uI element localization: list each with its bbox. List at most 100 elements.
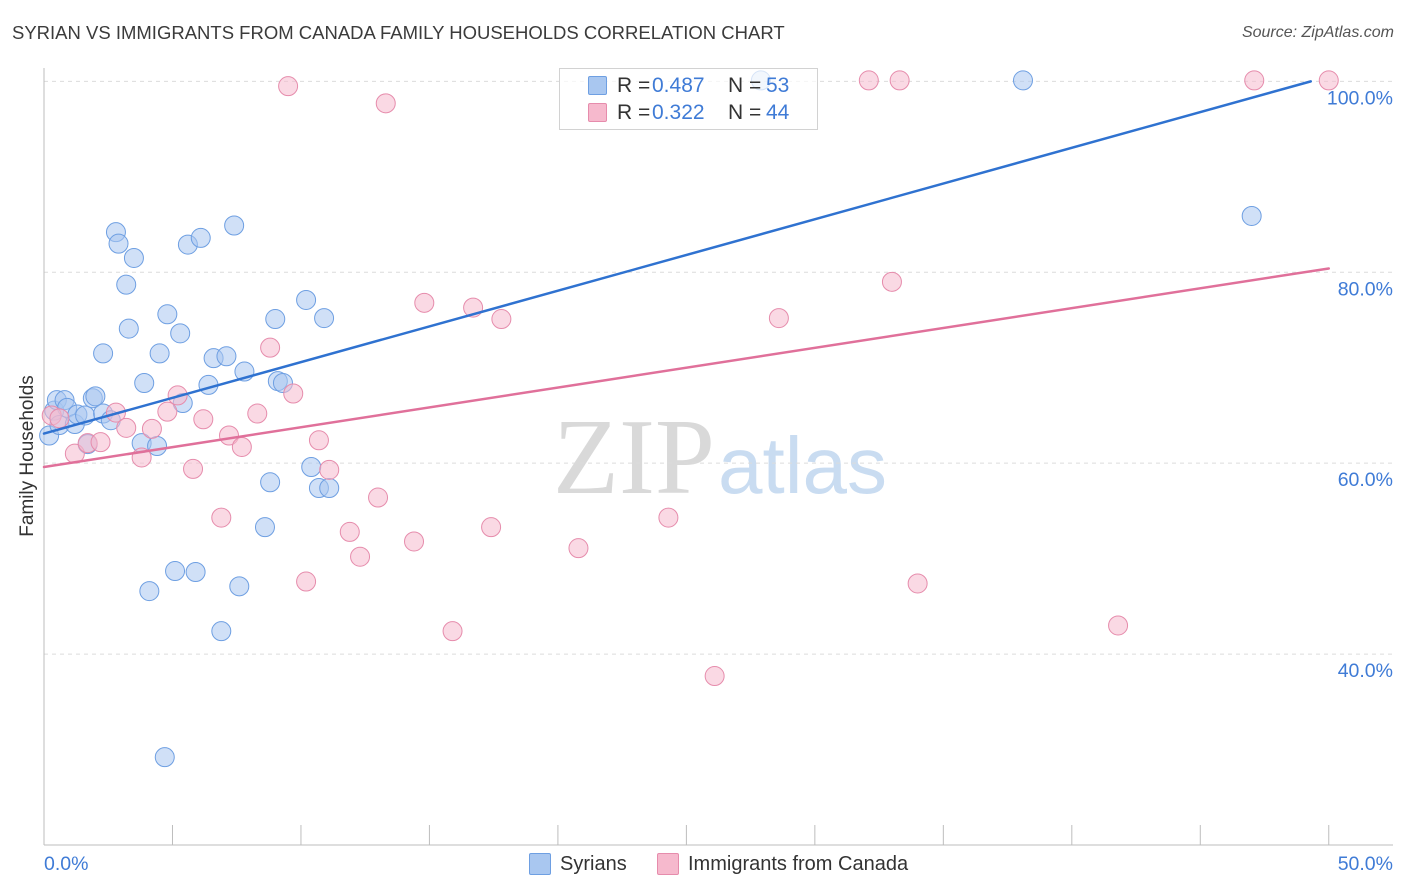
immigrants-from-canada-point bbox=[231, 436, 252, 457]
immigrants-from-canada-point bbox=[889, 70, 910, 91]
syrians-point bbox=[93, 343, 114, 364]
immigrants-from-canada-trend-line bbox=[42, 267, 1331, 469]
immigrants-from-canada-point bbox=[211, 507, 232, 528]
bottom-legend-label: Immigrants from Canada bbox=[688, 853, 909, 875]
trend-lines bbox=[42, 80, 1331, 469]
watermark-atlas: atlas bbox=[718, 421, 887, 510]
correlation-legend: R = 0.487 N = 53 R = 0.322 N = 44 bbox=[559, 68, 818, 130]
immigrants-from-canada-point bbox=[368, 487, 389, 508]
legend-r-label: R = bbox=[617, 101, 651, 124]
y-tick-label: 40.0% bbox=[1338, 660, 1393, 682]
bottom-legend-swatch-syrians bbox=[529, 853, 551, 875]
syrians-point bbox=[224, 215, 245, 236]
syrians-point bbox=[265, 309, 286, 330]
immigrants-from-canada-point bbox=[141, 418, 162, 439]
syrians-point bbox=[1012, 70, 1033, 91]
syrians-point bbox=[296, 289, 317, 310]
immigrants-from-canada-point bbox=[157, 401, 178, 422]
syrians-point bbox=[139, 581, 160, 602]
y-tick-label: 80.0% bbox=[1338, 278, 1393, 300]
immigrants-from-canada-point bbox=[1244, 70, 1265, 91]
legend-row-syrians: R = 0.487 N = 53 bbox=[560, 72, 817, 100]
immigrants-from-canada-point bbox=[1318, 70, 1339, 91]
y-axis-title: Family Households bbox=[17, 375, 38, 537]
syrians-point bbox=[170, 323, 191, 344]
immigrants-from-canada-point bbox=[260, 337, 281, 358]
x-tick-label: 50.0% bbox=[1338, 853, 1393, 875]
syrians-point bbox=[165, 561, 186, 582]
immigrants-from-canada-point bbox=[116, 417, 137, 438]
x-ticks bbox=[43, 825, 1330, 845]
legend-n-label: N = bbox=[728, 101, 762, 124]
syrians-point bbox=[154, 747, 175, 768]
syrians-point bbox=[157, 304, 178, 325]
syrians-point bbox=[319, 478, 340, 498]
legend-n-value: 53 bbox=[766, 74, 790, 97]
syrians-point bbox=[229, 576, 250, 597]
immigrants-from-canada-point bbox=[193, 409, 214, 430]
syrians-point bbox=[118, 318, 139, 339]
syrians-point bbox=[254, 517, 275, 538]
immigrants-from-canada-point bbox=[442, 621, 463, 642]
immigrants-from-canada-point bbox=[858, 70, 879, 91]
legend-swatch-immigrants-from-canada bbox=[588, 103, 607, 122]
syrians-point bbox=[301, 457, 322, 477]
syrians-point bbox=[185, 562, 206, 582]
immigrants-from-canada-point bbox=[881, 271, 902, 292]
chart-title: SYRIAN VS IMMIGRANTS FROM CANADA FAMILY … bbox=[12, 22, 785, 43]
syrians-point bbox=[149, 343, 170, 364]
watermark: ZIP atlas bbox=[553, 398, 887, 517]
legend-r-value: 0.487 bbox=[652, 74, 705, 97]
immigrants-from-canada-point bbox=[183, 458, 204, 479]
immigrants-from-canada-point bbox=[568, 538, 589, 559]
syrians-point bbox=[123, 247, 144, 268]
legend-n-label: N = bbox=[728, 74, 762, 97]
syrians-point bbox=[211, 621, 232, 642]
legend-r-value: 0.322 bbox=[652, 101, 705, 124]
immigrants-from-canada-point bbox=[491, 309, 512, 330]
immigrants-from-canada-point bbox=[308, 430, 329, 451]
syrians-point bbox=[190, 227, 211, 248]
immigrants-from-canada-point bbox=[414, 292, 435, 313]
legend-n-value: 44 bbox=[766, 101, 790, 124]
immigrants-from-canada-point bbox=[296, 571, 317, 592]
tick-labels: 100.0% 80.0% 60.0% 40.0% 0.0% 50.0% bbox=[44, 87, 1393, 875]
immigrants-from-canada-point bbox=[283, 383, 304, 404]
syrians-point bbox=[108, 233, 129, 254]
y-tick-label: 60.0% bbox=[1338, 469, 1393, 491]
immigrants-from-canada-point bbox=[907, 573, 928, 594]
immigrants-from-canada-point bbox=[49, 408, 70, 429]
bottom-legend-swatch-immigrants-from-canada bbox=[657, 853, 679, 875]
watermark-zip: ZIP bbox=[553, 398, 715, 517]
syrians-point bbox=[85, 386, 106, 407]
legend-swatch-syrians bbox=[588, 76, 607, 95]
immigrants-from-canada-point bbox=[247, 403, 268, 424]
y-tick-label: 100.0% bbox=[1327, 87, 1393, 109]
immigrants-from-canada-point bbox=[768, 308, 789, 329]
immigrants-from-canada-point bbox=[1108, 615, 1129, 636]
syrians-point bbox=[1241, 205, 1262, 226]
syrians-point bbox=[134, 373, 155, 393]
immigrants-from-canada-point bbox=[481, 517, 502, 538]
immigrants-from-canada-point bbox=[319, 459, 340, 480]
immigrants-from-canada-point bbox=[704, 666, 725, 687]
immigrants-from-canada-point bbox=[339, 521, 360, 542]
syrians-point bbox=[314, 308, 335, 329]
bottom-legend-label: Syrians bbox=[560, 853, 627, 875]
immigrants-from-canada-point bbox=[375, 93, 396, 114]
immigrants-from-canada-point bbox=[350, 546, 371, 567]
syrians-point bbox=[260, 472, 281, 493]
syrians-trend-line bbox=[42, 80, 1313, 435]
legend-r-label: R = bbox=[617, 74, 651, 97]
data-points bbox=[39, 70, 1339, 768]
axes bbox=[43, 68, 1393, 846]
syrians-point bbox=[216, 346, 237, 367]
syrians-point bbox=[116, 274, 137, 295]
immigrants-from-canada-point bbox=[658, 507, 679, 528]
immigrants-from-canada-point bbox=[278, 76, 299, 97]
chart-source: Source: ZipAtlas.com bbox=[1241, 24, 1394, 41]
legend-row-immigrants-from-canada: R = 0.322 N = 44 bbox=[560, 99, 817, 127]
x-tick-label: 0.0% bbox=[44, 853, 88, 875]
immigrants-from-canada-point bbox=[404, 531, 425, 552]
